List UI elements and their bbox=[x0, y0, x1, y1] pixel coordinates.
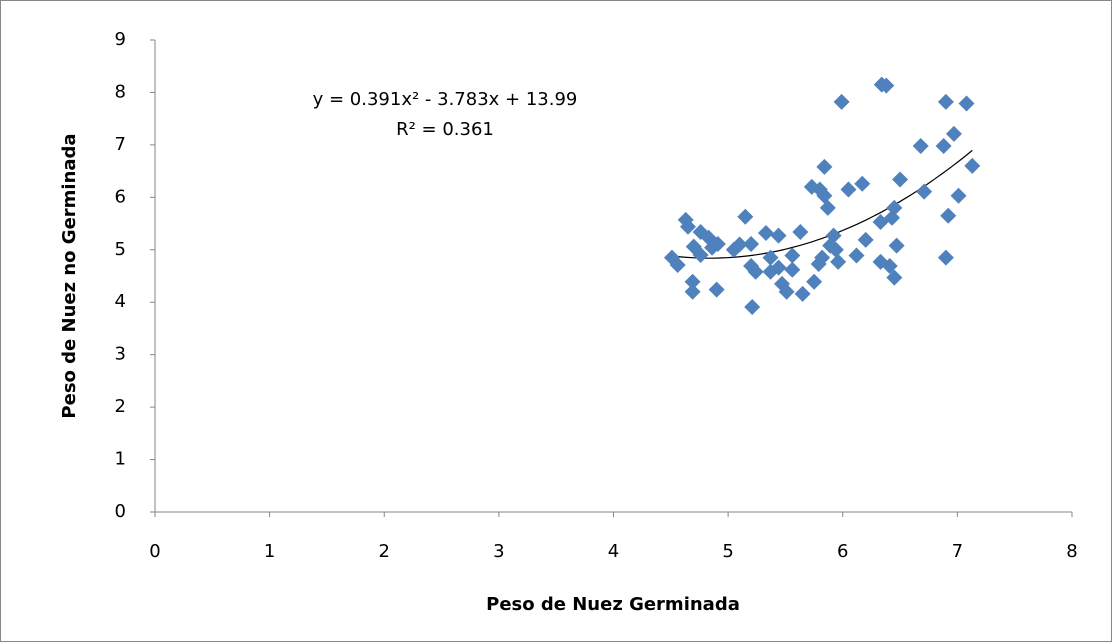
data-point bbox=[964, 157, 981, 174]
y-tick-label: 3 bbox=[115, 344, 126, 365]
data-point bbox=[848, 247, 865, 264]
data-point bbox=[814, 249, 831, 266]
data-point bbox=[725, 241, 742, 258]
x-tick-label: 5 bbox=[722, 541, 733, 562]
data-point bbox=[692, 247, 709, 264]
data-point bbox=[680, 218, 697, 235]
y-tick-label: 9 bbox=[115, 29, 126, 50]
y-axis-title: Peso de Nuez no Germinada bbox=[59, 133, 80, 418]
x-tick-label: 3 bbox=[493, 541, 504, 562]
y-tick-label: 5 bbox=[115, 239, 126, 260]
data-point bbox=[778, 283, 795, 300]
x-tick-label: 2 bbox=[379, 541, 390, 562]
data-point bbox=[709, 236, 726, 253]
data-point bbox=[950, 187, 967, 204]
data-point bbox=[940, 207, 957, 224]
data-point bbox=[825, 227, 842, 244]
data-point bbox=[888, 237, 905, 254]
data-point bbox=[840, 181, 857, 198]
x-axis-title: Peso de Nuez Germinada bbox=[486, 594, 740, 615]
data-point bbox=[684, 273, 701, 290]
data-point bbox=[784, 261, 801, 278]
data-point bbox=[816, 187, 833, 204]
data-point bbox=[743, 236, 760, 253]
data-point bbox=[937, 93, 954, 110]
trendline-equation: y = 0.391x² - 3.783x + 13.99 bbox=[313, 89, 578, 110]
data-point bbox=[757, 224, 774, 241]
data-point bbox=[784, 247, 801, 264]
trendline-r-squared: R² = 0.361 bbox=[396, 119, 494, 140]
data-point bbox=[912, 137, 929, 154]
data-point bbox=[794, 285, 811, 302]
data-point bbox=[935, 137, 952, 154]
data-point bbox=[833, 93, 850, 110]
data-point bbox=[937, 249, 954, 266]
data-point bbox=[792, 223, 809, 240]
data-point bbox=[892, 171, 909, 188]
data-point bbox=[762, 249, 779, 266]
data-point bbox=[816, 158, 833, 175]
data-point bbox=[684, 283, 701, 300]
y-tick-label: 0 bbox=[115, 501, 126, 522]
x-tick-label: 0 bbox=[149, 541, 160, 562]
data-point bbox=[669, 256, 686, 273]
data-point bbox=[770, 227, 787, 244]
data-point bbox=[737, 208, 754, 225]
y-tick-label: 2 bbox=[115, 396, 126, 417]
y-tick-label: 8 bbox=[115, 81, 126, 102]
data-point bbox=[857, 231, 874, 248]
data-point bbox=[958, 95, 975, 112]
y-tick-label: 6 bbox=[115, 186, 126, 207]
data-point bbox=[744, 298, 761, 315]
data-point bbox=[886, 269, 903, 286]
data-point bbox=[916, 183, 933, 200]
x-tick-label: 6 bbox=[837, 541, 848, 562]
y-tick-label: 1 bbox=[115, 449, 126, 470]
x-tick-label: 7 bbox=[952, 541, 963, 562]
data-point bbox=[854, 175, 871, 192]
data-point bbox=[819, 199, 836, 216]
data-point bbox=[830, 253, 847, 270]
y-tick-label: 4 bbox=[115, 291, 126, 312]
data-point bbox=[770, 259, 787, 276]
data-point bbox=[827, 241, 844, 258]
data-point bbox=[881, 258, 898, 275]
x-tick-label: 8 bbox=[1066, 541, 1077, 562]
y-tick-label: 7 bbox=[115, 134, 126, 155]
x-tick-label: 1 bbox=[264, 541, 275, 562]
data-point bbox=[878, 77, 895, 94]
data-point bbox=[806, 273, 823, 290]
data-point bbox=[886, 199, 903, 216]
data-point bbox=[747, 263, 764, 280]
data-point bbox=[945, 125, 962, 142]
data-point bbox=[708, 281, 725, 298]
x-tick-label: 4 bbox=[608, 541, 619, 562]
